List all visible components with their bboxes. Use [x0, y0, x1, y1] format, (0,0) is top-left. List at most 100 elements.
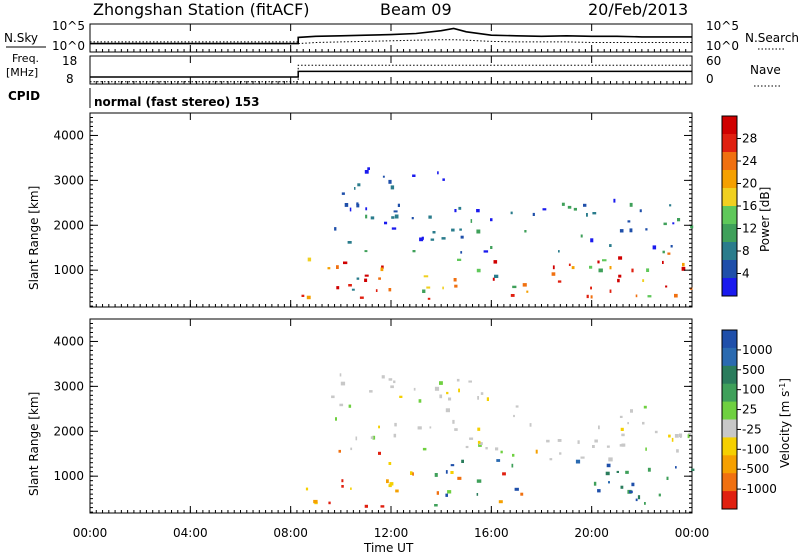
heatmap-cell: [306, 295, 311, 300]
heatmap-cell: [629, 228, 633, 233]
heatmap-cell: [365, 207, 368, 211]
heatmap-cell: [432, 231, 436, 234]
heatmap-cell: [682, 262, 685, 267]
nsearch-line: [90, 39, 692, 45]
heatmap-cell: [549, 458, 553, 461]
heatmap-cell: [413, 387, 416, 391]
heatmap-cell: [680, 435, 682, 438]
heatmap-cell: [662, 260, 664, 264]
heatmap-cell: [418, 399, 422, 403]
heatmap-cell: [389, 482, 394, 486]
nsearch-tick-bottom: 10^0: [706, 39, 739, 53]
heatmap-cell: [490, 218, 493, 222]
x-axis-label: Time UT: [363, 541, 414, 554]
heatmap-cell: [442, 178, 445, 181]
heatmap-cell: [568, 263, 571, 266]
heatmap-cell: [567, 205, 572, 209]
heatmap-cell: [412, 250, 416, 253]
heatmap-cell: [643, 405, 647, 409]
heatmap-cell: [514, 487, 519, 491]
colorbar-swatch: [722, 455, 737, 474]
heatmap-cell: [529, 423, 532, 427]
heatmap-cell: [691, 468, 695, 471]
heatmap-cell: [347, 241, 352, 244]
heatmap-cell: [670, 245, 673, 248]
heatmap-cell: [635, 294, 638, 298]
heatmap-cell: [341, 192, 345, 195]
heatmap-cell: [460, 251, 463, 254]
heatmap-cell: [372, 435, 376, 440]
heatmap-cell: [605, 471, 610, 476]
colorbar-tick-label: 100: [742, 383, 765, 397]
time-x-axis: 00:00 04:00 08:00 12:00 16:00 20:00 00:00: [73, 24, 710, 540]
colorbar-swatch: [722, 491, 737, 510]
heatmap-cell: [573, 207, 577, 211]
heatmap-cell: [422, 447, 427, 451]
heatmap-cell: [647, 467, 651, 472]
heatmap-cell: [439, 381, 443, 385]
heatmap-cell: [388, 378, 393, 381]
heatmap-cell: [618, 256, 623, 260]
heatmap-cell: [681, 266, 686, 271]
heatmap-cell: [687, 434, 690, 439]
heatmap-cell: [480, 392, 484, 395]
heatmap-cell: [608, 481, 610, 484]
velocity-colorbar-label: Velocity [m s-1]: [778, 378, 792, 468]
heatmap-cell: [586, 294, 589, 299]
heatmap-cell: [577, 440, 580, 444]
heatmap-cell: [356, 202, 359, 205]
heatmap-cell: [394, 214, 399, 219]
heatmap-cell: [476, 229, 481, 234]
heatmap-cell: [608, 457, 613, 462]
colorbar-swatch: [722, 473, 737, 492]
heatmap-cell: [335, 417, 337, 421]
heatmap-cell: [388, 462, 392, 465]
power-panel: 1000 2000 3000 4000 Slant Range [km] 4 8 12 16…: [27, 112, 772, 308]
heatmap-cell: [620, 485, 624, 489]
heatmap-cell: [461, 459, 464, 463]
colorbar-swatch: [722, 383, 737, 403]
heatmap-cell: [512, 285, 517, 289]
heatmap-cell: [419, 237, 424, 242]
heatmap-cell: [621, 433, 625, 437]
colorbar-swatch: [722, 152, 737, 171]
heatmap-cell: [313, 499, 318, 504]
colorbar-tick-label: -500: [742, 462, 769, 476]
heatmap-cell: [349, 207, 352, 212]
heatmap-cell: [647, 295, 652, 298]
velocity-ylabel: Slant Range [km]: [27, 392, 41, 496]
heatmap-cell: [477, 396, 479, 400]
heatmap-cell: [378, 277, 381, 280]
x-tick-label: 00:00: [675, 526, 710, 540]
x-tick-label: 04:00: [173, 526, 208, 540]
heatmap-cell: [495, 447, 499, 451]
heatmap-cell: [619, 229, 624, 233]
nsearch-tick-top: 10^5: [706, 19, 739, 33]
colorbar-swatch: [722, 419, 737, 438]
heatmap-cell: [339, 373, 342, 377]
heatmap-cell: [397, 203, 400, 207]
y-tick-label: 4000: [53, 128, 84, 142]
heatmap-cell: [592, 445, 595, 448]
heatmap-cell: [642, 421, 645, 425]
heatmap-cell: [668, 434, 671, 438]
heatmap-cell: [478, 443, 482, 447]
heatmap-cell: [629, 490, 633, 494]
power-y-axis: 1000 2000 3000 4000: [53, 116, 692, 307]
heatmap-cell: [382, 175, 385, 178]
heatmap-cell: [369, 390, 373, 393]
heatmap-cell: [522, 283, 527, 287]
colorbar-tick-label: 16: [742, 199, 757, 213]
heatmap-cell: [665, 285, 668, 288]
heatmap-cell: [393, 380, 396, 384]
heatmap-cell: [557, 280, 562, 283]
colorbar-swatch: [722, 365, 737, 385]
heatmap-cell: [625, 470, 629, 474]
colorbar-swatch: [722, 242, 737, 261]
heatmap-cell: [597, 260, 600, 264]
heatmap-cell: [597, 489, 601, 493]
heatmap-cell: [671, 437, 674, 442]
heatmap-cell: [589, 265, 593, 269]
velocity-panel: 1000 2000 3000 4000 Slant Range [km] 1000 50…: [27, 318, 792, 514]
